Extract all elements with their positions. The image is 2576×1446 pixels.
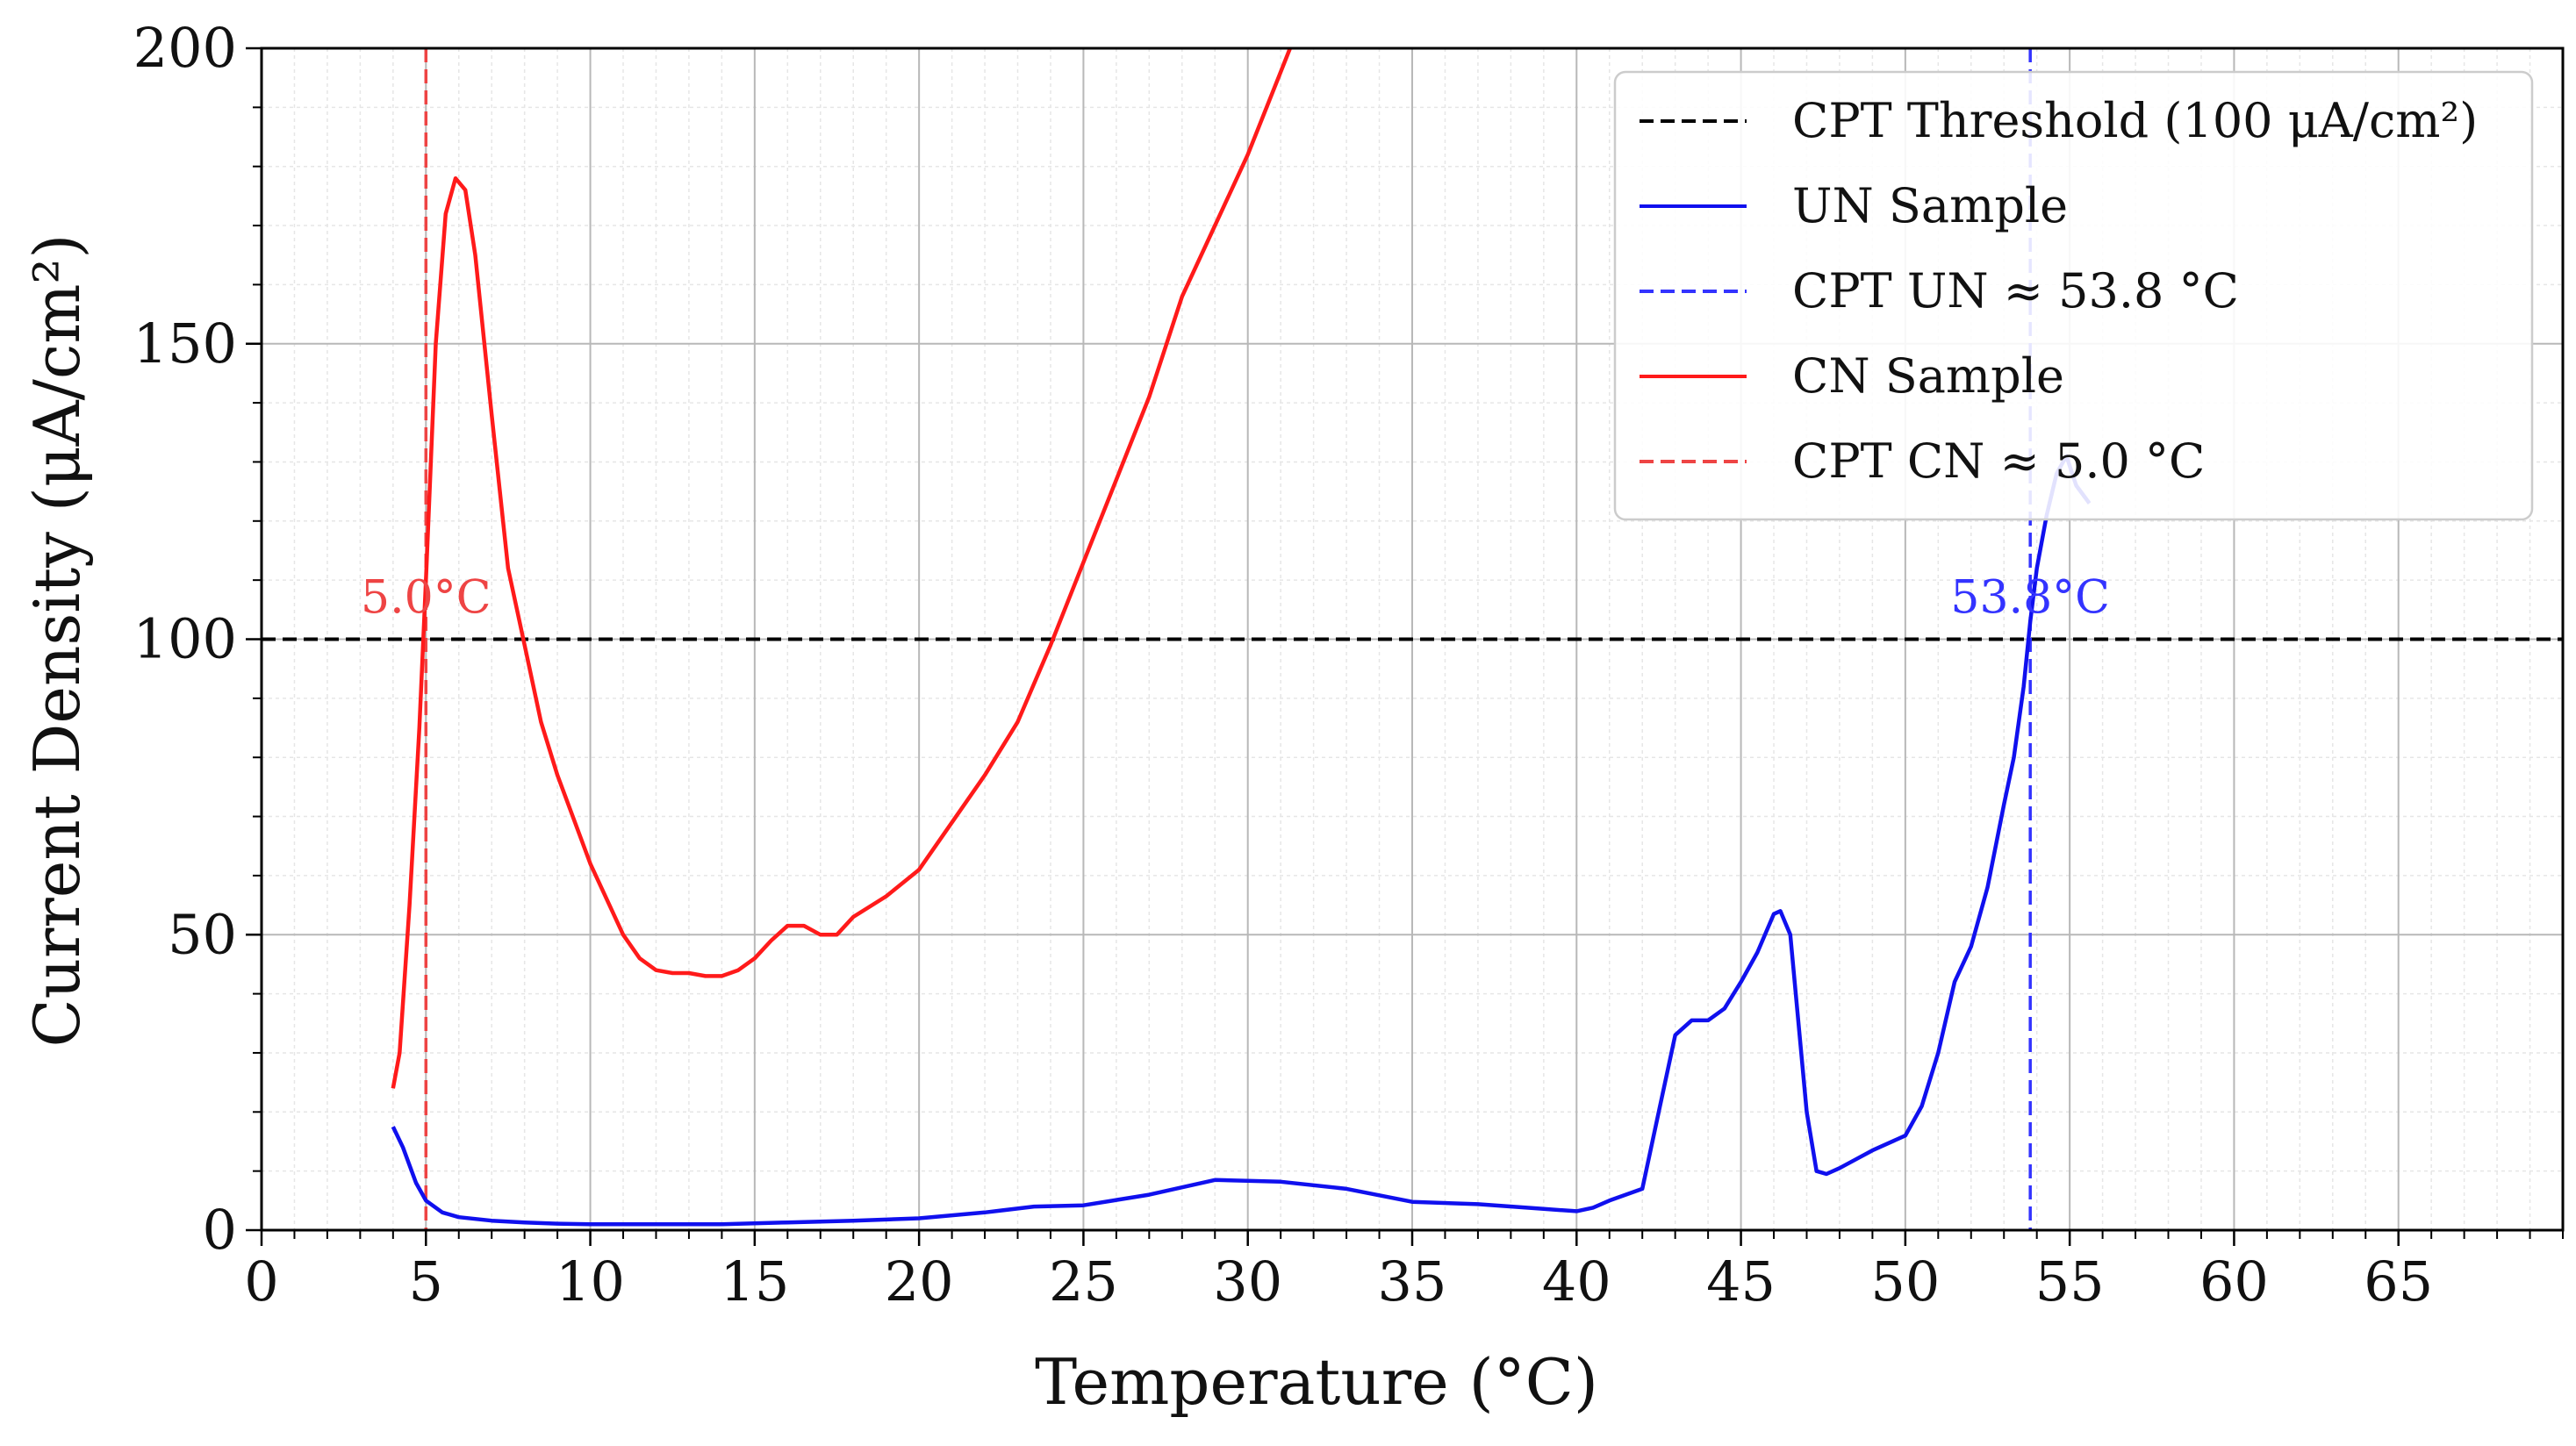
legend-label: UN Sample: [1792, 178, 2068, 233]
x-tick-label: 65: [2364, 1249, 2433, 1314]
x-tick-label: 50: [1870, 1249, 1940, 1314]
x-tick-label: 25: [1049, 1249, 1118, 1314]
legend-label: CPT Threshold (100 μA/cm²): [1792, 93, 2478, 148]
series-line: [391, 454, 2092, 1227]
x-tick-label: 0: [244, 1249, 278, 1314]
y-tick-label: 200: [133, 16, 237, 80]
legend: CPT Threshold (100 μA/cm²) UN Sample CPT U…: [1613, 70, 2534, 521]
x-tick-label: 45: [1706, 1249, 1776, 1314]
x-tick-label: 15: [720, 1249, 789, 1314]
x-tick-label: 40: [1542, 1249, 1611, 1314]
y-tick-labels: 0 50 100 150 200: [133, 16, 237, 1262]
x-tick-label: 55: [2035, 1249, 2105, 1314]
legend-label: CPT CN ≈ 5.0 °C: [1792, 433, 2205, 489]
legend-label: CPT UN ≈ 53.8 °C: [1792, 263, 2239, 319]
cpt-annotation: 53.8°C: [1950, 572, 2110, 625]
x-tick-label: 30: [1213, 1249, 1282, 1314]
x-tick-label: 60: [2199, 1249, 2269, 1314]
y-tick-label: 150: [133, 311, 237, 376]
annotations: 53.8°C 5.0°C: [361, 572, 2110, 625]
axis-ticks: [246, 47, 2564, 1246]
cpt-annotation: 5.0°C: [361, 572, 491, 625]
y-tick-label: 100: [133, 607, 237, 671]
x-tick-label: 5: [409, 1249, 443, 1314]
x-axis-title: Temperature (°C): [1035, 1345, 1598, 1419]
x-tick-label: 20: [885, 1249, 954, 1314]
y-tick-label: 0: [203, 1198, 237, 1262]
series-line: [391, 48, 1293, 1089]
y-axis-title: Current Density (μA/cm²): [20, 234, 94, 1048]
data-series: [391, 48, 2092, 1227]
x-tick-label: 35: [1378, 1249, 1447, 1314]
x-tick-labels: 0 5 10 15 20 25 30 35 40 45 50 55 60 65: [244, 1249, 2433, 1314]
y-tick-label: 50: [168, 902, 237, 966]
x-tick-label: 10: [556, 1249, 625, 1314]
legend-box: [1613, 70, 2534, 521]
legend-label: CN Sample: [1792, 348, 2064, 404]
